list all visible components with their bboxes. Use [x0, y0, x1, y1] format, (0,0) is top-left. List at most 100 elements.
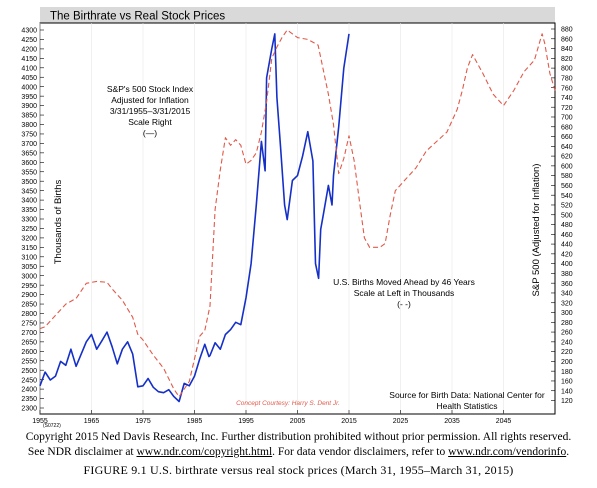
right-tick-label: 380	[561, 271, 573, 278]
right-tick-label: 400	[561, 261, 573, 268]
disclaimer-text-1: See NDR disclaimer at	[27, 446, 134, 458]
right-tick-label: 640	[561, 144, 573, 151]
disclaimer-text-2: . For data vendor disclaimers, refer to	[272, 446, 446, 458]
left-tick-label: 4100	[21, 65, 37, 72]
chart-figure: The Birthrate vs Real Stock Prices 2300 2…	[21, 7, 573, 429]
right-tick-label: 260	[561, 330, 573, 337]
right-tick-label: 780	[561, 75, 573, 82]
right-tick-label: 180	[561, 369, 573, 376]
right-tick-label: 620	[561, 154, 573, 161]
left-tick-label: 2850	[21, 302, 37, 309]
right-tick-label: 600	[561, 163, 573, 170]
right-tick-label: 240	[561, 339, 573, 346]
right-tick-label: 360	[561, 281, 573, 288]
left-tick-label: 3100	[21, 254, 37, 261]
vendorinfo-link[interactable]: www.ndr.com/vendorinfo	[448, 446, 567, 458]
left-tick-label: 3550	[21, 169, 37, 176]
right-tick-label: 280	[561, 320, 573, 327]
left-tick-label: 2800	[21, 311, 37, 318]
births-annotation: U.S. Births Moved Ahead by 46 Years Scal…	[333, 277, 475, 309]
left-tick-label: 3400	[21, 198, 37, 205]
left-tick-label: 4250	[21, 37, 37, 44]
disclaimer-line: See NDR disclaimer at www.ndr.com/copyri…	[0, 446, 597, 458]
left-tick-label: 2500	[21, 368, 37, 375]
left-tick-label: 2450	[21, 377, 37, 384]
left-tick-label: 3750	[21, 132, 37, 139]
right-tick-label: 660	[561, 134, 573, 141]
x-tick-label: 1985	[187, 418, 203, 425]
right-tick-label: 560	[561, 183, 573, 190]
births-annotation-line-3: (- -)	[397, 299, 411, 309]
right-tick-label: 760	[561, 85, 573, 92]
right-tick-label: 800	[561, 66, 573, 73]
copyright-notice: Copyright 2015 Ned Davis Research, Inc. …	[25, 431, 572, 443]
right-tick-label: 440	[561, 242, 573, 249]
right-tick-label: 120	[561, 398, 573, 405]
chart-title-bar	[40, 7, 555, 23]
right-axis: 120 140 160 180 200 220 240 260 280 300 320 340 360 3…	[551, 27, 573, 405]
right-tick-label: 340	[561, 291, 573, 298]
right-tick-label: 300	[561, 310, 573, 317]
sp-annotation: S&P's 500 Stock Index Adjusted for Infla…	[107, 84, 194, 138]
left-tick-label: 2300	[21, 406, 37, 413]
right-tick-label: 880	[561, 27, 573, 34]
gridlines	[39, 23, 504, 414]
left-axis: 2300 2350 2400 2450 2500 2550 2600 2650 2700 2750…	[21, 28, 44, 413]
left-tick-label: 3200	[21, 236, 37, 243]
right-tick-label: 220	[561, 349, 573, 356]
right-tick-label: 420	[561, 251, 573, 258]
right-tick-label: 500	[561, 212, 573, 219]
left-tick-label: 2900	[21, 292, 37, 299]
right-tick-label: 540	[561, 193, 573, 200]
source-note-line-1: Source for Birth Data: National Center f…	[389, 390, 545, 400]
left-tick-label: 3150	[21, 245, 37, 252]
left-tick-label: 2400	[21, 387, 37, 394]
left-tick-label: 3500	[21, 179, 37, 186]
series-group	[39, 29, 556, 403]
left-tick-label: 3850	[21, 113, 37, 120]
right-tick-label: 720	[561, 105, 573, 112]
right-tick-label: 820	[561, 56, 573, 63]
x-tick-label: 1995	[238, 418, 254, 425]
chart-code: (S0722)	[43, 423, 61, 429]
left-tick-label: 3650	[21, 150, 37, 157]
x-tick-label: 1955	[32, 418, 48, 425]
sp-annotation-line-1: S&P's 500 Stock Index	[107, 84, 194, 94]
x-tick-label: 2005	[290, 418, 306, 425]
left-tick-label: 4150	[21, 56, 37, 63]
left-tick-label: 3600	[21, 160, 37, 167]
x-tick-label: 2015	[341, 418, 357, 425]
left-tick-label: 4300	[21, 28, 37, 35]
left-tick-label: 3450	[21, 188, 37, 195]
left-tick-label: 3050	[21, 264, 37, 271]
right-tick-label: 320	[561, 300, 573, 307]
left-tick-label: 2700	[21, 330, 37, 337]
births-line	[39, 29, 556, 398]
x-tick-label: 2045	[496, 418, 512, 425]
copyright-link[interactable]: www.ndr.com/copyright.html	[136, 446, 273, 458]
left-tick-label: 2650	[21, 339, 37, 346]
right-tick-label: 460	[561, 232, 573, 239]
courtesy-note: Concept Courtesy: Harry S. Dent Jr.	[236, 400, 340, 407]
left-tick-label: 3900	[21, 103, 37, 110]
left-tick-label: 2750	[21, 321, 37, 328]
x-tick-label: 1975	[135, 418, 151, 425]
x-tick-label: 2025	[393, 418, 409, 425]
right-tick-label: 520	[561, 203, 573, 210]
left-tick-label: 2950	[21, 283, 37, 290]
left-tick-label: 3250	[21, 226, 37, 233]
chart-title: The Birthrate vs Real Stock Prices	[50, 11, 225, 23]
right-tick-label: 700	[561, 115, 573, 122]
right-tick-label: 200	[561, 359, 573, 366]
x-axis: 1955 1965 1975 1985 1995 2005 2015 2025 2035 2045	[32, 410, 511, 425]
left-tick-label: 3950	[21, 94, 37, 101]
left-axis-label: Thousands of Births	[53, 180, 64, 265]
left-tick-label: 3350	[21, 207, 37, 214]
births-annotation-line-1: U.S. Births Moved Ahead by 46 Years	[333, 277, 475, 287]
left-tick-label: 2600	[21, 349, 37, 356]
right-tick-label: 860	[561, 36, 573, 43]
sp500-line	[39, 33, 350, 403]
sp-annotation-line-2: Adjusted for Inflation	[111, 95, 189, 105]
right-tick-label: 160	[561, 379, 573, 386]
sp-annotation-line-4: Scale Right	[128, 117, 172, 127]
